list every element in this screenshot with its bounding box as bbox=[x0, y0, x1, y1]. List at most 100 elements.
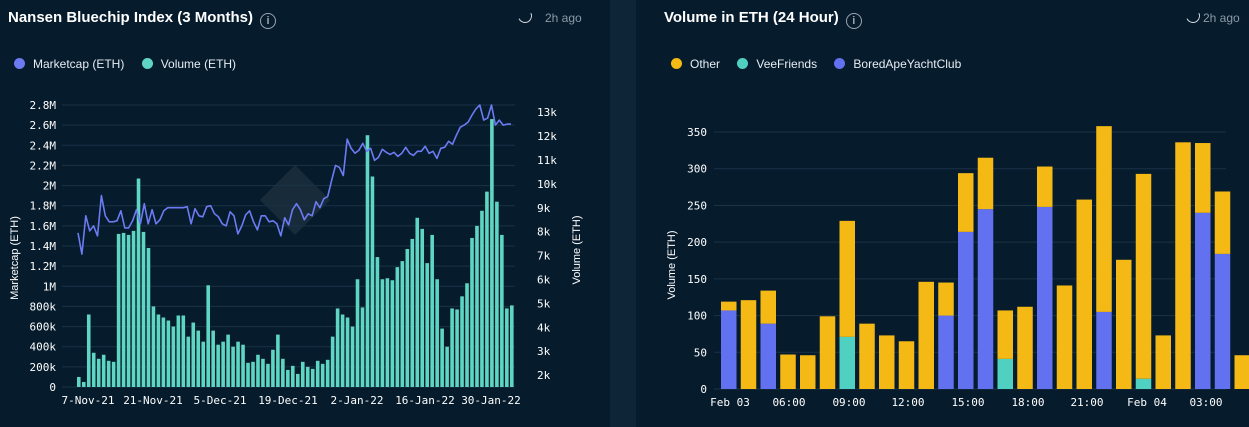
volume-bar bbox=[405, 249, 410, 387]
info-icon[interactable]: i bbox=[845, 13, 862, 29]
volume-bar bbox=[111, 361, 116, 387]
y-tick-label: 50 bbox=[694, 346, 707, 359]
stacked-bar-segment bbox=[977, 157, 994, 210]
y-tick-label: 1.4M bbox=[30, 240, 57, 253]
volume-bar bbox=[460, 296, 464, 387]
volume-bar bbox=[325, 359, 330, 387]
volume-bar bbox=[251, 361, 255, 387]
volume-bar bbox=[77, 376, 81, 387]
volume-bar bbox=[470, 237, 474, 387]
x-tick-label: 5-Dec-21 bbox=[194, 394, 247, 407]
stacked-bar-segment bbox=[1135, 378, 1152, 389]
volume-bar bbox=[271, 349, 275, 387]
stacked-bar-segment bbox=[1195, 143, 1211, 213]
y2-tick-label: 12k bbox=[537, 130, 557, 143]
volume-bar bbox=[151, 306, 156, 387]
volume-bar bbox=[320, 363, 325, 387]
legend-dot-boredapeyachtclub bbox=[834, 58, 846, 69]
volume-bar bbox=[91, 352, 96, 387]
stacked-bar-segment bbox=[839, 220, 855, 337]
legend-label: Volume (ETH) bbox=[160, 57, 237, 71]
y2-tick-label: 8k bbox=[537, 226, 551, 239]
y-tick-label: 200k bbox=[30, 361, 57, 374]
volume-bar bbox=[420, 228, 425, 387]
y-tick-label: 0 bbox=[49, 381, 56, 394]
bluechip-index-panel: Nansen Bluechip Index (3 Months) i 2h ago… bbox=[0, 0, 610, 427]
y-tick-label: 2.2M bbox=[30, 159, 57, 172]
stacked-bar-segment bbox=[1214, 253, 1231, 389]
volume-bar bbox=[256, 354, 260, 387]
legend-item-other[interactable]: Other bbox=[671, 57, 720, 71]
panel-gap bbox=[610, 0, 636, 427]
y-tick-label: 150 bbox=[687, 273, 707, 286]
legend-label: Marketcap (ETH) bbox=[33, 57, 125, 71]
y2-tick-label: 2k bbox=[537, 369, 551, 382]
volume-bar bbox=[365, 135, 370, 387]
volume-bar bbox=[400, 261, 405, 387]
y2-tick-label: 13k bbox=[537, 106, 557, 119]
legend-label: VeeFriends bbox=[756, 57, 818, 71]
volume-bar bbox=[236, 341, 240, 387]
volume-bar bbox=[370, 176, 375, 387]
x-tick-label: 12:00 bbox=[891, 396, 924, 409]
volume-bar bbox=[96, 358, 101, 387]
volume-bar bbox=[330, 336, 335, 387]
volume-bar bbox=[315, 360, 320, 387]
y-axis-title-right: Volume (ETH) bbox=[571, 215, 583, 284]
stacked-bar-segment bbox=[1076, 199, 1092, 389]
volume-bar bbox=[106, 360, 111, 387]
y-tick-label: 1.8M bbox=[30, 200, 57, 213]
stacked-bar-segment bbox=[938, 282, 954, 316]
legend-item-veefriends[interactable]: VeeFriends bbox=[737, 57, 817, 71]
stacked-bar-segment bbox=[760, 290, 776, 324]
volume-bar bbox=[206, 285, 210, 387]
volume-bar bbox=[465, 283, 469, 387]
legend-item-volume[interactable]: Volume (ETH) bbox=[141, 57, 237, 71]
y-tick-label: 800k bbox=[30, 300, 57, 313]
stacked-bar-segment bbox=[780, 354, 796, 389]
volume-bar bbox=[221, 341, 225, 387]
y-tick-label: 200 bbox=[687, 236, 707, 249]
volume-bar bbox=[161, 317, 166, 387]
volume-bar bbox=[415, 217, 420, 387]
stacked-bar-segment bbox=[1096, 311, 1112, 389]
panel-title: Volume in ETH (24 Hour) i bbox=[664, 9, 862, 29]
volume-bar bbox=[380, 279, 385, 387]
x-tick-label: 30-Jan-22 bbox=[461, 394, 521, 407]
x-tick-label: 16-Jan-22 bbox=[395, 394, 455, 407]
stacked-bar-segment bbox=[1116, 259, 1132, 389]
y2-tick-label: 11k bbox=[537, 154, 557, 167]
volume-bar bbox=[455, 309, 459, 387]
volume-bar bbox=[181, 315, 186, 387]
eth-volume-panel: Volume in ETH (24 Hour) i 2h ago Other Ve… bbox=[636, 0, 1249, 427]
volume-bar bbox=[425, 263, 429, 387]
x-tick-label: 7-Nov-21 bbox=[62, 394, 115, 407]
volume-bar bbox=[300, 361, 305, 387]
y-tick-label: 300 bbox=[687, 163, 707, 176]
legend-item-marketcap[interactable]: Marketcap (ETH) bbox=[14, 57, 124, 71]
y2-tick-label: 4k bbox=[537, 321, 551, 334]
legend-item-boredapeyachtclub[interactable]: BoredApeYachtClub bbox=[834, 57, 961, 71]
legend-dot-veefriends bbox=[737, 58, 749, 69]
volume-bar bbox=[121, 232, 126, 387]
stacked-bar-segment bbox=[1037, 166, 1053, 207]
chart-legend: Other VeeFriends BoredApeYachtClub bbox=[671, 57, 975, 71]
stacked-bar-segment bbox=[721, 301, 737, 311]
stacked-bar-segment bbox=[938, 315, 954, 389]
stacked-bar-segment bbox=[898, 341, 915, 389]
stacked-bar-segment bbox=[800, 355, 816, 389]
y-tick-label: 1.6M bbox=[30, 220, 57, 233]
volume-bar bbox=[360, 307, 365, 387]
volume-bar bbox=[186, 336, 191, 387]
stacked-bar-segment bbox=[1175, 142, 1191, 389]
y-tick-label: 100 bbox=[687, 310, 707, 323]
stacked-bar-segment bbox=[997, 310, 1013, 359]
panel-title: Nansen Bluechip Index (3 Months) i bbox=[8, 9, 277, 29]
x-tick-label: Feb 03 bbox=[710, 396, 750, 409]
stacked-bar-segment bbox=[1214, 191, 1231, 254]
stacked-bar-segment bbox=[721, 310, 737, 389]
x-tick-label: 19-Dec-21 bbox=[258, 394, 318, 407]
stacked-bar-segment bbox=[1234, 355, 1249, 389]
volume-bar bbox=[375, 257, 380, 387]
info-icon[interactable]: i bbox=[260, 13, 277, 29]
